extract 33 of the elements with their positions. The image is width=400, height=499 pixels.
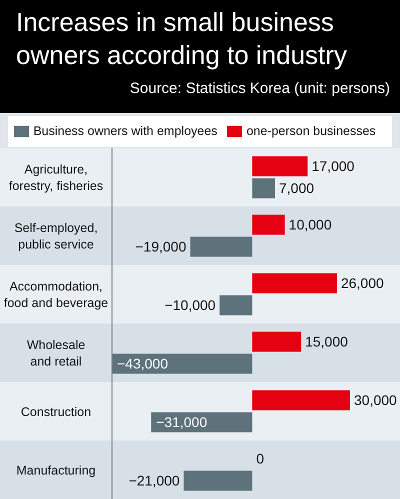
data-label: −43,000 (117, 356, 168, 372)
source-note: Source: Statistics Korea (unit: persons) (130, 80, 390, 98)
y-tick-label: Self-employed, public service (14, 221, 98, 252)
data-label: 15,000 (305, 334, 348, 350)
bar (184, 470, 252, 491)
y-tick-label: Wholesale and retail (26, 338, 86, 368)
data-label: 17,000 (312, 158, 355, 174)
data-label: 30,000 (354, 392, 398, 408)
y-tick-label: Accommodation, food and beverage (4, 280, 108, 310)
bar (252, 390, 350, 410)
bar (252, 156, 308, 176)
y-tick-label: Agriculture, forestry, fisheries (8, 162, 104, 193)
data-label: 10,000 (288, 216, 332, 233)
bar (252, 178, 276, 198)
legend-label: one-person businesses (246, 124, 376, 138)
data-label: 26,000 (340, 275, 384, 292)
y-tick-label: Construction (20, 404, 92, 419)
y-tick-label: Manufacturing (16, 463, 96, 478)
data-label: −31,000 (156, 414, 208, 430)
bar (112, 354, 252, 374)
chart-title: Increases in small business owners according to industry (16, 6, 348, 72)
legend-label: Business owners with employees (33, 124, 218, 138)
bar (151, 412, 252, 432)
bar (252, 273, 337, 294)
data-label: −10,000 (164, 297, 216, 314)
bar (220, 295, 252, 316)
bar (252, 332, 302, 352)
bar (190, 236, 252, 257)
data-label: 7,000 (279, 180, 314, 196)
data-label: −21,000 (128, 472, 180, 489)
data-label: 0 (256, 450, 264, 467)
data-label: −19,000 (135, 238, 186, 255)
bar (252, 214, 285, 235)
